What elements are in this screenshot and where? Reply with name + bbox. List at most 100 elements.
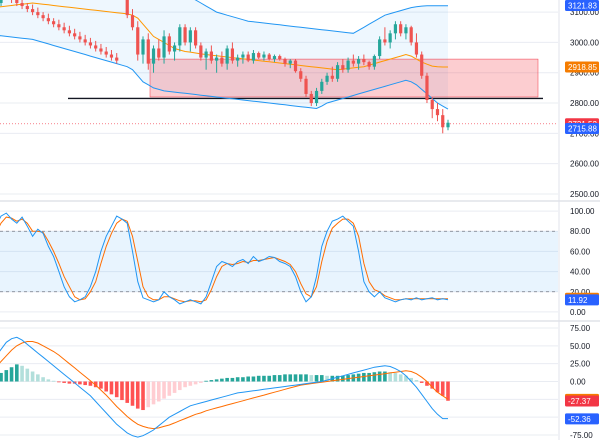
candle-body [388,33,392,43]
candle-body [362,59,366,63]
y-tick-label: 40.00 [570,268,591,277]
macd-histogram-bar [393,372,398,382]
macd-histogram-bar [162,381,166,399]
macd-histogram-bar [220,378,224,382]
macd-histogram-bar [446,381,450,401]
candle-body [41,15,45,19]
macd-histogram-bar [419,381,424,383]
candle-body [325,75,329,82]
macd-histogram-bar [151,381,156,405]
y-tick-label: 2800.00 [570,99,599,108]
candle-body [0,0,3,4]
macd-histogram-bar [30,371,35,382]
macd-histogram-bar [304,374,308,382]
candle-body [130,15,135,28]
macd-histogram-bar [235,377,240,382]
candle-body [15,0,19,4]
macd-histogram-bar [388,372,392,382]
macd-histogram-bar [335,375,340,382]
y-tick-label: 60.00 [570,247,591,256]
candle-body [236,57,240,61]
candle-body [399,24,403,34]
value-badge-label: 2715.88 [568,125,597,134]
candle-body [441,115,445,128]
macd-histogram-bar [314,375,319,382]
stochastic-pane[interactable] [0,212,558,305]
candle-body [430,100,434,110]
y-tick-label: 2600.00 [570,160,599,169]
macd-histogram-bar [51,380,56,382]
macd-histogram-bar [440,381,445,396]
macd-histogram-bar [209,380,214,382]
stoch-k-line [0,212,449,305]
candle-body [372,56,376,67]
macd-histogram-bar [225,377,229,382]
macd-histogram-bar [398,374,403,382]
value-badges: 3121.832918.852731.522715.8813.6211.92-2… [565,0,599,425]
candle-body [251,53,256,61]
macd-line [0,336,448,438]
candle-body [62,27,66,31]
candle-body [446,122,450,128]
candle-body [78,36,82,40]
value-badge [565,395,599,407]
candle-body [367,62,371,67]
candle-body [225,48,229,64]
macd-histogram-bar [298,374,303,382]
macd-histogram-bar [293,374,298,382]
macd-histogram-bar [277,375,282,382]
candle-body [20,3,24,7]
candle-body [378,39,382,57]
candle-body [304,78,308,94]
macd-histogram-bar [135,381,140,409]
macd-histogram-bar [62,381,66,383]
macd-histogram-bar [309,375,314,382]
candle-body [94,45,98,49]
macd-histogram-bar [267,375,272,382]
macd-histogram-bar [404,375,408,382]
value-badge [565,413,599,425]
price-pane[interactable] [0,0,558,134]
macd-histogram-bar [20,365,24,382]
candle-body [272,56,277,60]
candle-body [414,42,419,55]
candle-body [241,54,245,58]
macd-histogram-bar [141,381,145,411]
candle-body [46,18,50,22]
macd-histogram-bar [120,381,124,401]
candle-body [299,71,303,79]
macd-histogram-bar [15,364,19,382]
macd-histogram-bar [67,381,72,384]
y-tick-label: 50.00 [570,342,591,351]
price-axis[interactable]: 3100.003000.002900.002800.002700.002600.… [570,8,599,440]
macd-histogram-bar [172,381,177,393]
y-tick-label: 2500.00 [570,190,599,199]
macd-histogram-bar [262,375,266,382]
value-badge [565,61,599,73]
candle-body [151,48,156,64]
y-tick-label: 0.00 [570,308,586,317]
y-tick-label: 80.00 [570,227,591,236]
macd-histogram-bar [193,381,198,385]
macd-histogram-bar [25,368,30,382]
candle-body [88,42,93,46]
candle-body [178,27,182,46]
candle-body [162,36,166,58]
macd-histogram-bar [272,375,277,382]
y-tick-label: 3000.00 [570,38,599,47]
macd-histogram-bar [319,375,324,382]
macd-histogram-bar [36,374,40,382]
candle-body [288,60,292,64]
macd-histogram-bar [230,377,235,382]
macd-histogram-bar [104,381,109,392]
macd-histogram-bar [362,372,366,382]
macd-histogram-bar [414,380,419,382]
macd-histogram-bar [288,374,293,382]
macd-histogram-bar [325,375,329,382]
macd-histogram-bar [178,381,182,391]
macd-histogram-bar [9,367,14,382]
macd-histogram-bar [246,376,250,382]
macd-pane[interactable] [0,336,450,438]
